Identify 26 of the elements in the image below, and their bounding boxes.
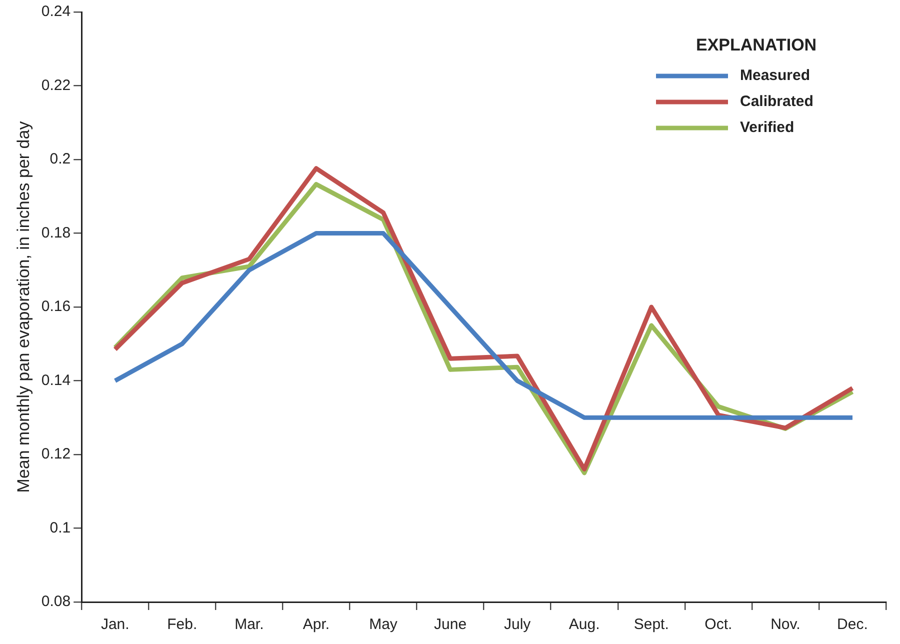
legend-label: Calibrated [740,93,814,110]
y-tick-label: 0.08 [41,593,71,610]
y-tick-label: 0.18 [41,224,71,242]
y-tick-label: 0.14 [41,372,71,389]
x-tick-label: Nov. [770,616,800,634]
legend-title: EXPLANATION [696,36,817,55]
y-tick-label: 0.16 [41,298,71,316]
x-tick-label: Dec. [837,616,868,634]
y-tick-label: 0.1 [50,519,71,536]
legend-label: Measured [740,67,810,84]
y-tick-label: 0.22 [41,76,71,94]
x-tick-label: Sept. [634,616,669,634]
x-tick-label: May [369,616,398,634]
x-tick-label: Apr. [302,616,330,634]
y-tick-label: 0.2 [50,150,71,168]
y-axis-title: Mean monthly pan evaporation, in inches per day [14,120,33,493]
x-tick-label: June [434,616,467,634]
legend-label: Verified [740,119,794,136]
y-tick-label: 0.24 [41,3,71,20]
x-tick-label: Mar. [234,616,264,634]
x-tick-label: Oct. [704,616,732,634]
x-tick-label: July [504,616,532,634]
x-tick-label: Aug. [568,616,600,634]
x-tick-label: Jan. [100,616,130,634]
y-tick-label: 0.12 [41,446,71,463]
x-tick-label: Feb. [167,616,198,634]
